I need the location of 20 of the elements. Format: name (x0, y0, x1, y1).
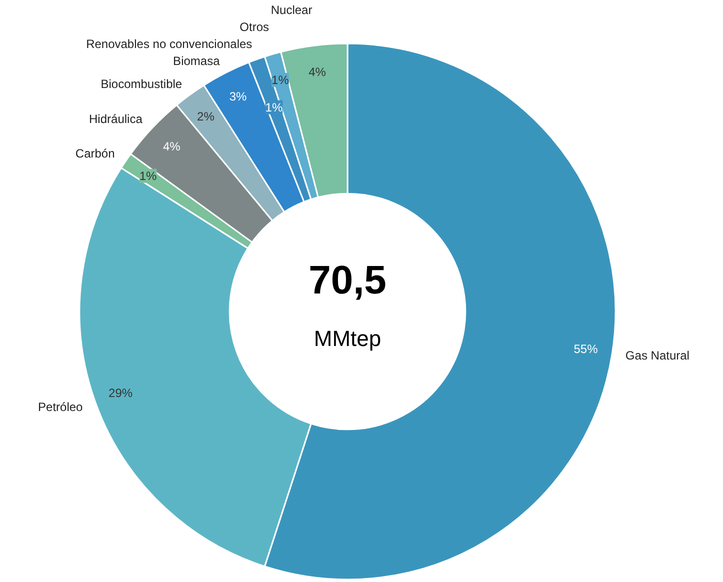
slice-label: Nuclear (270, 2, 312, 17)
text: 70,5 (308, 258, 386, 302)
data-label: 2% (197, 109, 215, 124)
data-label: 55% (574, 342, 598, 356)
slice-label: Hidráulica (89, 112, 143, 126)
data-label: 4% (308, 65, 326, 80)
slice-label: Gas Natural (625, 348, 690, 363)
slice-label: Biomasa (173, 54, 220, 68)
data-label: 1% (265, 100, 283, 114)
data-label: 3% (229, 90, 247, 104)
data-label: 29% (108, 386, 133, 400)
data-label: 1% (272, 72, 290, 87)
slice-label: Carbón (75, 146, 115, 160)
data-label: 4% (163, 139, 181, 154)
slice-label: Biocombustible (100, 76, 182, 91)
slice-label: Petróleo (38, 400, 84, 414)
slice-label: Otros (240, 20, 269, 34)
text: MMtep (314, 326, 382, 351)
data-label: 1% (139, 168, 158, 183)
slice-label: Renovables no convencionales (86, 36, 252, 51)
